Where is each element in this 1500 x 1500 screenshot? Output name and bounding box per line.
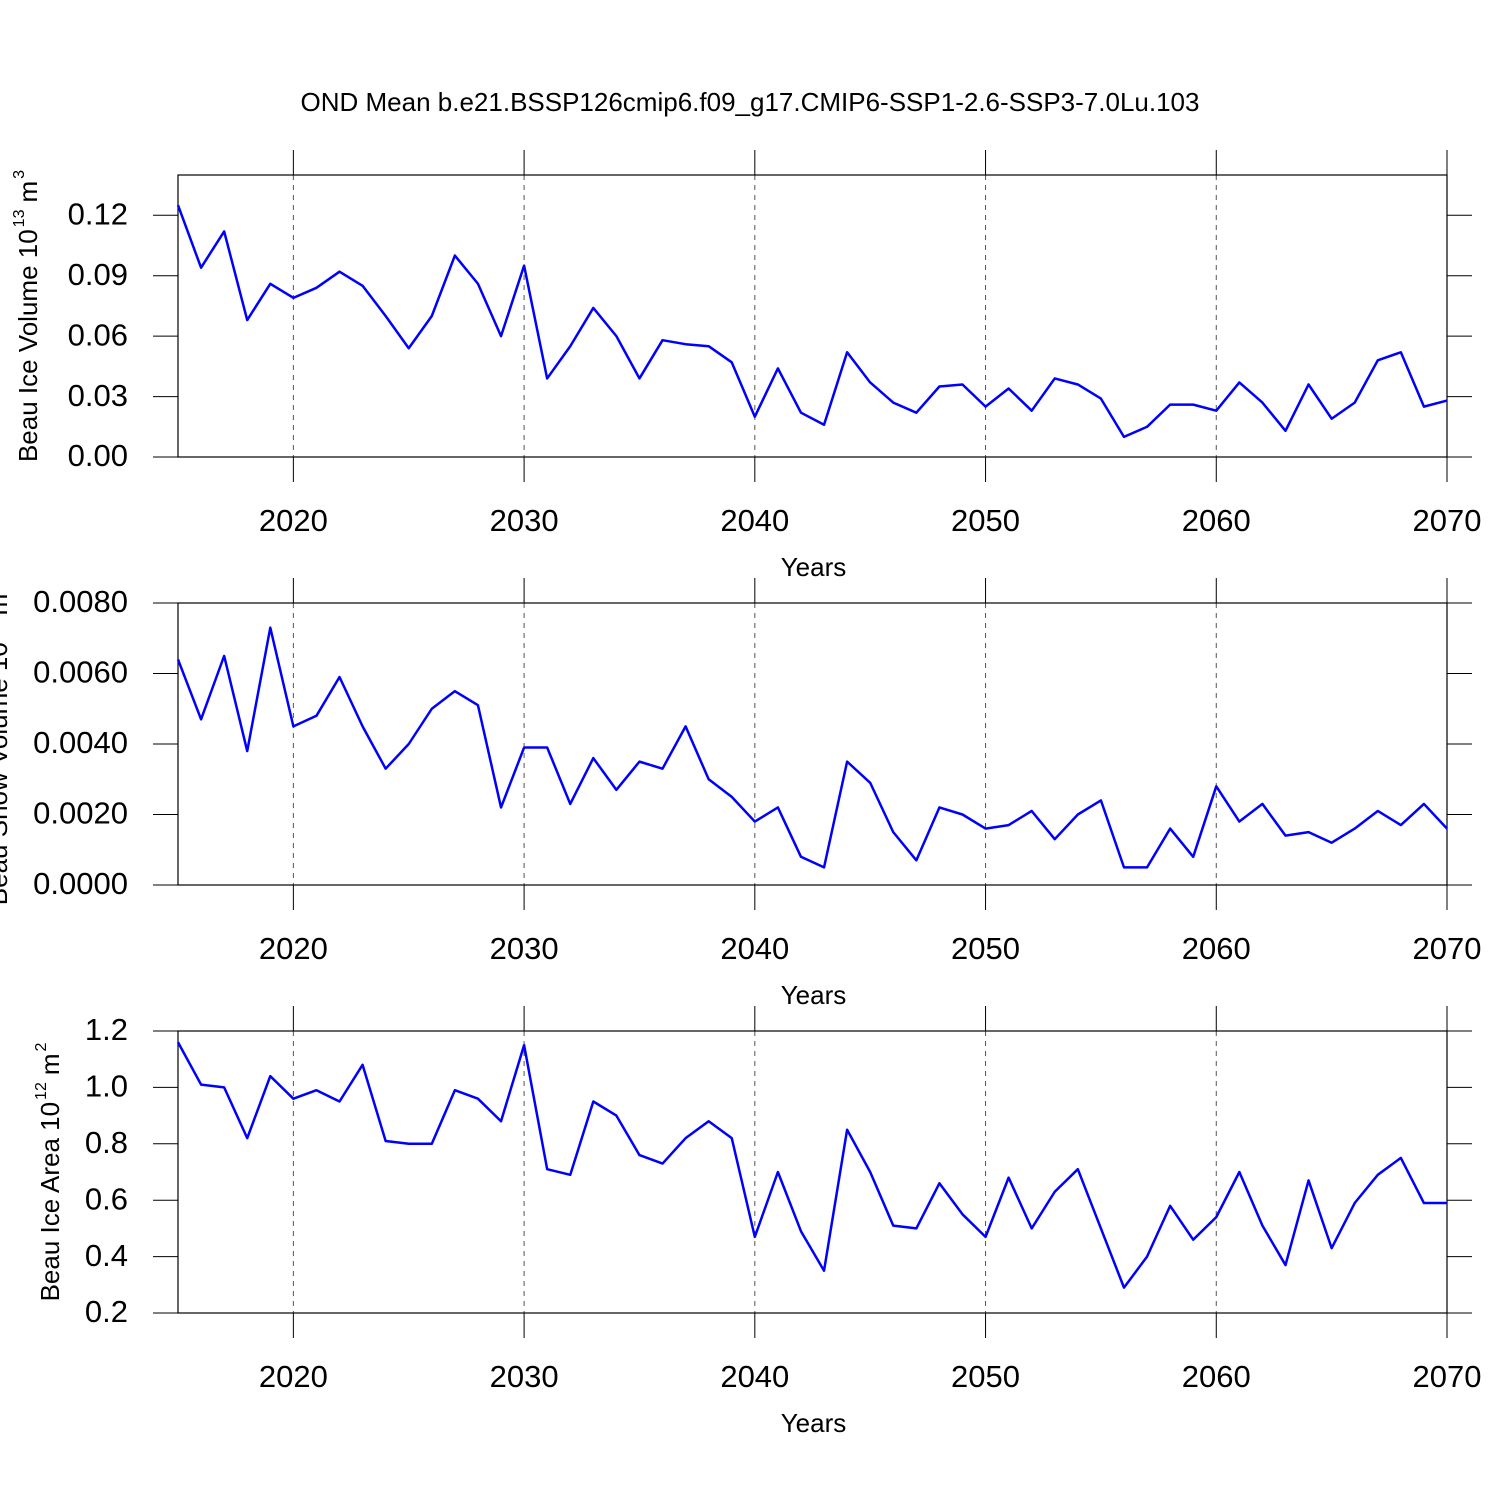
plot-frame — [177, 602, 1448, 886]
y-axis-title-part: m — [35, 1053, 65, 1075]
x-tick-label: 2040 — [720, 931, 789, 966]
data-line — [176, 626, 1448, 869]
x-tick-label: 2070 — [1413, 931, 1482, 966]
x-axis-title: Years — [781, 552, 847, 582]
y-tick-label: 0.0040 — [33, 725, 128, 760]
y-axis-title-exponent: 2 — [33, 1042, 50, 1051]
x-axis-title: Years — [781, 980, 847, 1010]
panel: 2020 2030 2040 2050 2060 2070 0.0000 0.0020 0.00… — [0, 578, 1481, 1010]
y-tick-label: 0.2 — [85, 1294, 128, 1329]
x-tick-label: 2020 — [259, 931, 328, 966]
x-tick-label: 2050 — [951, 1359, 1020, 1394]
y-axis-title-exponent: 12 — [33, 1082, 50, 1100]
plot-frame — [177, 1030, 1448, 1314]
y-axis-title-exponent: 3 — [11, 170, 28, 179]
y-tick-label: 0.0060 — [33, 655, 128, 690]
y-axis-title-part: Beau Ice Area 10 — [35, 1102, 65, 1301]
y-tick-label: 0.0000 — [33, 866, 128, 901]
y-tick-label: 0.03 — [68, 378, 128, 413]
panel: 2020 2030 2040 2050 2060 2070 0.2 0.4 0.6 0.8 1.0 1… — [33, 1006, 1481, 1438]
x-tick-label: 2030 — [490, 931, 559, 966]
y-tick-label: 0.00 — [68, 438, 128, 473]
x-axis-title: Years — [781, 1408, 847, 1438]
y-axis-title-part: Beau Ice Volume 10 — [13, 229, 43, 462]
y-tick-label: 0.0080 — [33, 584, 128, 619]
x-tick-label: 2070 — [1413, 503, 1482, 538]
data-line — [176, 204, 1448, 439]
y-axis-title-part: Beau Snow Volume 10 — [0, 642, 13, 905]
y-tick-label: 0.4 — [85, 1238, 128, 1273]
x-tick-label: 2050 — [951, 931, 1020, 966]
y-tick-label: 0.06 — [68, 317, 128, 352]
y-tick-label: 0.09 — [68, 257, 128, 292]
y-axis-title: Beau Ice Volume 10 13 m 3 — [11, 170, 43, 462]
x-tick-label: 2040 — [720, 503, 789, 538]
y-tick-label: 0.12 — [68, 196, 128, 231]
y-axis-title-part: m — [13, 181, 43, 203]
x-tick-label: 2040 — [720, 1359, 789, 1394]
x-tick-label: 2030 — [490, 503, 559, 538]
x-tick-label: 2060 — [1182, 1359, 1251, 1394]
y-tick-label: 0.0020 — [33, 796, 128, 831]
plot-frame — [177, 174, 1448, 458]
x-tick-label: 2030 — [490, 1359, 559, 1394]
figure-title: OND Mean b.e21.BSSP126cmip6.f09_g17.CMIP… — [301, 87, 1200, 117]
y-axis-title: Beau Snow Volume 1013m3 — [0, 583, 13, 906]
y-tick-label: 0.6 — [85, 1181, 128, 1216]
x-tick-label: 2020 — [259, 503, 328, 538]
y-tick-label: 1.2 — [85, 1012, 128, 1047]
x-tick-label: 2060 — [1182, 503, 1251, 538]
y-axis-title-exponent: 13 — [11, 209, 28, 227]
y-tick-label: 0.8 — [85, 1125, 128, 1160]
panel: 2020 2030 2040 2050 2060 2070 0.00 0.03 0.06 0.09… — [11, 150, 1481, 582]
y-axis-title: Beau Ice Area 10 12 m 2 — [33, 1042, 65, 1301]
y-tick-label: 1.0 — [85, 1069, 128, 1104]
data-line — [176, 1041, 1447, 1289]
x-tick-label: 2020 — [259, 1359, 328, 1394]
x-tick-label: 2060 — [1182, 931, 1251, 966]
y-axis-title-part: m — [0, 594, 13, 616]
x-tick-label: 2050 — [951, 503, 1020, 538]
x-tick-label: 2070 — [1413, 1359, 1482, 1394]
